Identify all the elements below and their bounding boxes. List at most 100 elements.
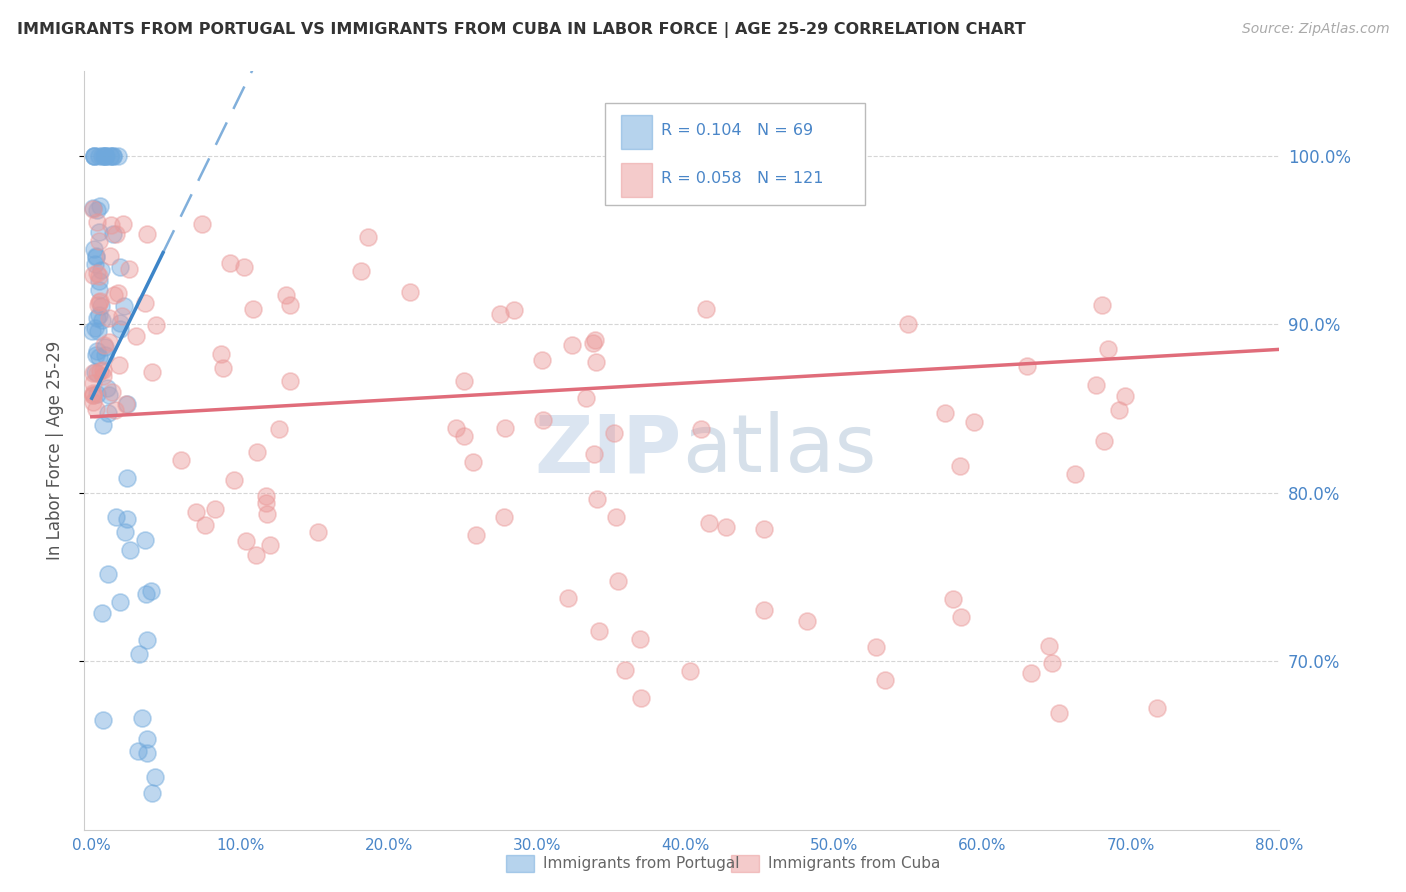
Point xyxy=(557,591,579,606)
Point xyxy=(91,714,114,728)
Point xyxy=(752,603,775,617)
Point xyxy=(84,250,107,264)
Point xyxy=(254,489,277,503)
Point xyxy=(111,309,134,323)
Point xyxy=(117,397,139,411)
Point xyxy=(128,647,150,661)
Point xyxy=(94,348,117,362)
Point xyxy=(1108,402,1130,417)
Point xyxy=(89,148,111,162)
Point xyxy=(82,268,104,282)
Point xyxy=(695,302,717,317)
Point xyxy=(278,298,301,312)
Point xyxy=(86,387,108,401)
Point xyxy=(191,217,214,231)
Point xyxy=(453,429,475,443)
Point xyxy=(91,363,114,377)
Point xyxy=(94,148,117,162)
Point xyxy=(614,663,637,677)
Point xyxy=(86,344,108,359)
Point xyxy=(97,335,120,350)
Point xyxy=(94,148,117,162)
Point xyxy=(145,318,167,332)
Point xyxy=(575,391,598,405)
Point xyxy=(246,445,269,459)
Point xyxy=(1017,359,1039,374)
Point xyxy=(101,384,124,399)
Point xyxy=(98,388,121,402)
Point xyxy=(89,225,111,239)
Point xyxy=(630,691,652,706)
Point xyxy=(90,263,112,277)
Point xyxy=(714,520,737,534)
Point xyxy=(86,367,108,381)
Point xyxy=(678,664,700,678)
Point xyxy=(280,374,302,388)
Point xyxy=(91,148,114,162)
Point xyxy=(118,262,141,277)
Point xyxy=(934,406,956,420)
Point xyxy=(82,366,104,380)
Point xyxy=(89,284,111,298)
Point xyxy=(84,249,107,263)
Point xyxy=(1019,665,1042,680)
Point xyxy=(254,496,277,510)
Point xyxy=(357,230,380,244)
Point xyxy=(98,148,121,162)
Point xyxy=(104,403,127,417)
Point xyxy=(134,296,156,310)
Point xyxy=(585,355,607,369)
Text: ZIP: ZIP xyxy=(534,411,682,490)
Point xyxy=(136,731,159,746)
Point xyxy=(87,324,110,338)
Point xyxy=(588,624,610,638)
Point xyxy=(89,199,111,213)
Point xyxy=(110,260,132,274)
Point xyxy=(89,293,111,308)
Point xyxy=(82,394,104,409)
Point xyxy=(82,202,104,217)
Point xyxy=(453,375,475,389)
Point xyxy=(112,299,135,313)
Point xyxy=(89,364,111,378)
Point xyxy=(1146,700,1168,714)
Point xyxy=(583,333,606,347)
Point xyxy=(561,338,583,352)
Point xyxy=(83,242,105,256)
Point xyxy=(90,607,112,621)
Point xyxy=(97,566,120,581)
Point xyxy=(114,525,136,540)
Point xyxy=(117,471,139,485)
Point xyxy=(245,549,267,563)
Point xyxy=(274,288,297,302)
Point xyxy=(107,285,129,300)
Point xyxy=(100,148,122,162)
Point xyxy=(141,787,163,801)
Point xyxy=(1091,298,1114,312)
Point xyxy=(865,640,887,655)
Point xyxy=(98,249,121,263)
Point xyxy=(83,257,105,271)
Point xyxy=(242,301,264,316)
Point xyxy=(1047,706,1070,720)
Point xyxy=(218,256,240,270)
Point xyxy=(752,523,775,537)
Point xyxy=(87,308,110,322)
Point xyxy=(259,538,281,552)
Point xyxy=(110,595,132,609)
Point xyxy=(235,534,257,549)
Point xyxy=(143,770,166,784)
Point xyxy=(93,338,115,352)
Point xyxy=(224,473,246,487)
Point xyxy=(141,365,163,379)
Point xyxy=(87,234,110,248)
Point xyxy=(83,321,105,335)
Point xyxy=(184,505,207,519)
Point xyxy=(307,524,329,539)
Point xyxy=(582,336,605,351)
Point xyxy=(105,227,128,241)
Point xyxy=(90,313,112,327)
Point xyxy=(84,402,107,417)
Text: R = 0.058   N = 121: R = 0.058 N = 121 xyxy=(661,171,824,186)
Text: atlas: atlas xyxy=(682,411,876,490)
